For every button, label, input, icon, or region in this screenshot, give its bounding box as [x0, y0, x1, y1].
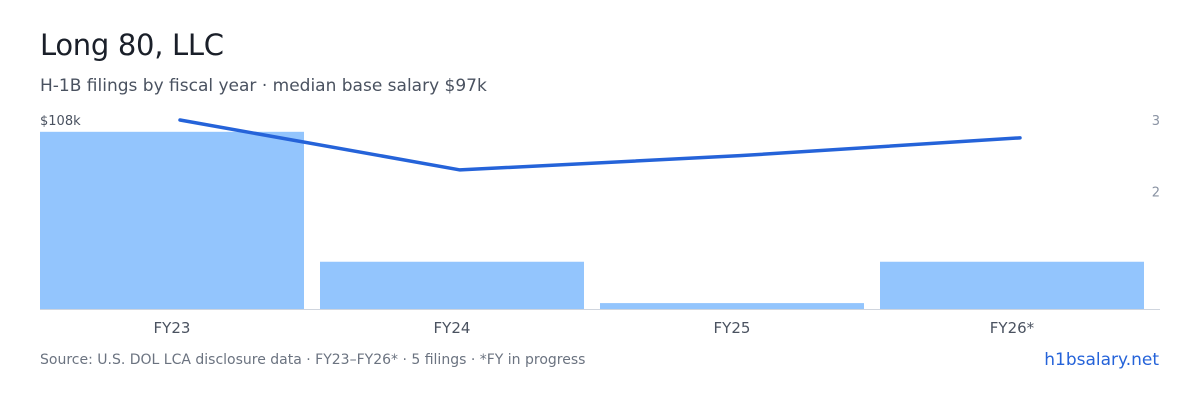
x-tick-label: FY23: [154, 319, 191, 337]
x-tick-label: FY24: [434, 319, 471, 337]
series-line: [178, 118, 1022, 172]
x-tick-label: FY25: [714, 319, 751, 337]
brand-link[interactable]: h1bsalary.net: [1044, 350, 1159, 370]
left-axis-tick: $108k: [40, 114, 81, 129]
bar-fy26: [880, 261, 1144, 309]
x-tick-label: FY26*: [990, 319, 1035, 337]
line-layer: [178, 118, 1022, 172]
chart-title: Long 80, LLC: [40, 28, 224, 62]
bars-layer: [40, 131, 1144, 309]
bar-fy23: [40, 131, 304, 309]
right-axis-tick: 2: [1152, 185, 1160, 200]
source-note: Source: U.S. DOL LCA disclosure data · F…: [40, 352, 586, 368]
bar-fy24: [320, 261, 584, 309]
right-axis-tick: 3: [1152, 114, 1160, 129]
bar-fy25: [600, 303, 864, 309]
labels-layer: FY23 FY24 FY25 FY26* $108k 3 2: [40, 114, 1160, 337]
chart-subtitle: H-1B filings by fiscal year · median bas…: [40, 76, 487, 96]
